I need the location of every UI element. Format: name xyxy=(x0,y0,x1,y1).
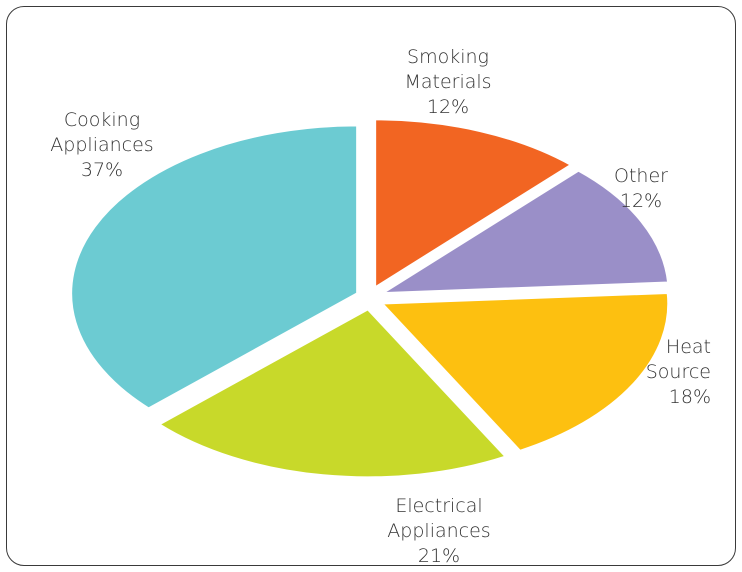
pie-slice-electrical-appliances xyxy=(157,308,508,479)
slice-label-other: Other 12% xyxy=(614,165,668,212)
pie-slice-cooking-appliances xyxy=(70,124,359,410)
pie-slice-heat-source xyxy=(380,291,670,452)
slice-label-heat-source: Heat Source 18% xyxy=(646,336,711,408)
slice-label-smoking-materials: Smoking Materials 12% xyxy=(404,46,491,118)
pie-slice-other xyxy=(378,169,670,295)
slice-label-electrical-appliances: Electrical Appliances 21% xyxy=(387,495,490,567)
slice-label-cooking-appliances: Cooking Appliances 37% xyxy=(50,109,153,181)
pie-slice-smoking-materials xyxy=(374,118,573,290)
